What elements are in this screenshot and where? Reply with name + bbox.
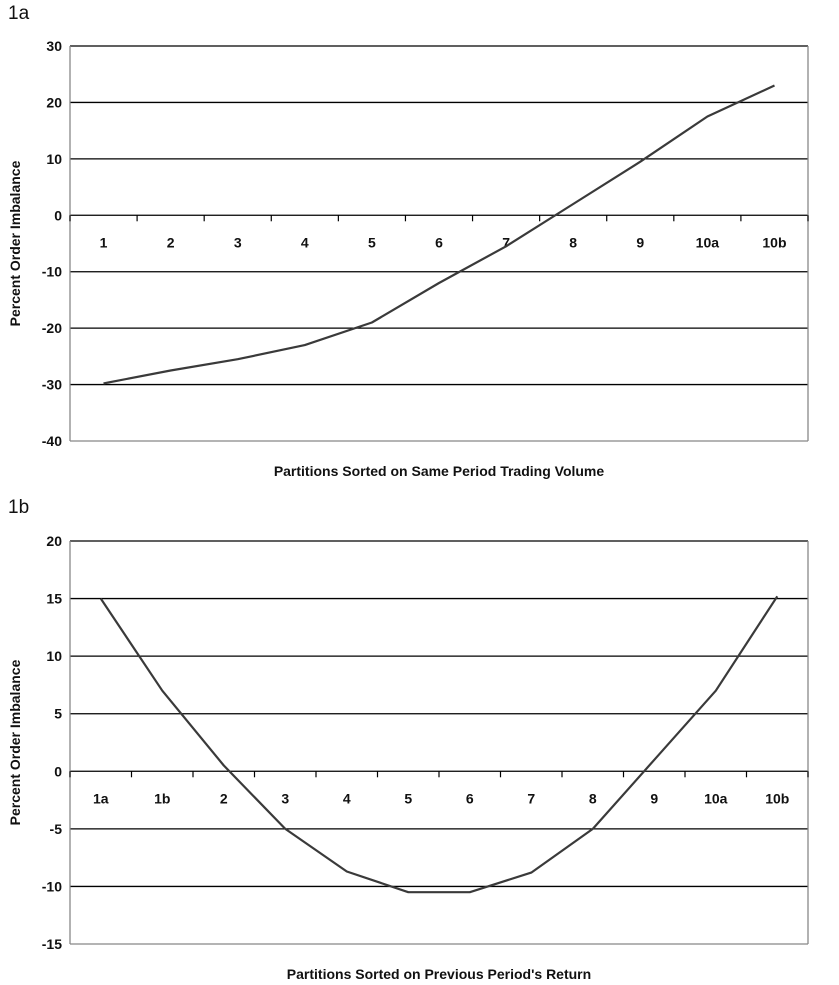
- x-tick-label: 4: [301, 234, 309, 250]
- chart-1a: 30 20 10 0 -10 -20 -30 -40 1 2 3 4 5 6 7 8 9 10a 10b Partit…: [7, 38, 809, 479]
- x-tick-label: 10b: [762, 234, 786, 250]
- x-tick-label: 9: [650, 790, 658, 806]
- x-tick-label: 8: [569, 234, 577, 250]
- y-tick-label: 20: [46, 94, 62, 110]
- y-tick-label: 20: [46, 533, 62, 549]
- y-tick-label: -40: [42, 433, 62, 449]
- y-tick-label: 0: [54, 763, 62, 779]
- x-tick-label: 1a: [93, 790, 109, 806]
- x-tick-label: 6: [466, 790, 474, 806]
- y-tick-label: -10: [42, 264, 62, 280]
- x-tick-label: 8: [589, 790, 597, 806]
- y-tick-label: -5: [50, 821, 63, 837]
- y-tick-label: -15: [42, 936, 62, 952]
- series-line: [103, 84, 775, 385]
- x-tick-label: 1: [100, 234, 108, 250]
- x-tick-label: 3: [234, 234, 242, 250]
- y-tick-label: 0: [54, 207, 62, 223]
- y-axis-title: Percent Order Imbalance: [7, 160, 23, 326]
- y-tick-label: 10: [46, 151, 62, 167]
- x-tick-label: 1b: [154, 790, 170, 806]
- y-tick-label: -20: [42, 320, 62, 336]
- panel-label-1b: 1b: [8, 497, 30, 518]
- y-tick-label: 15: [46, 591, 62, 607]
- x-tick-label: 10a: [704, 790, 728, 806]
- y-axis-title: Percent Order Imbalance: [7, 659, 23, 825]
- x-tick-label: 5: [404, 790, 412, 806]
- x-tick-label: 9: [636, 234, 644, 250]
- series-line: [99, 595, 779, 894]
- x-tick-label: 7: [502, 234, 510, 250]
- x-tick-label: 4: [343, 790, 351, 806]
- x-tick-label: 10a: [696, 234, 720, 250]
- y-tick-label: 30: [46, 38, 62, 54]
- chart-1b: 20 15 10 5 0 -5 -10 -15 1a 1b 2 3 4 5 6 7 8 9 10a 10b Partit…: [7, 533, 809, 982]
- panel-label-1a: 1a: [8, 3, 30, 24]
- y-tick-label: 5: [54, 706, 62, 722]
- y-tick-label: -10: [42, 878, 62, 894]
- x-tick-label: 2: [167, 234, 175, 250]
- x-axis-title: Partitions Sorted on Same Period Trading…: [274, 463, 605, 479]
- y-tick-label: 10: [46, 648, 62, 664]
- y-tick-label: -30: [42, 377, 62, 393]
- x-axis-title: Partitions Sorted on Previous Period's R…: [287, 966, 591, 982]
- x-tick-label: 5: [368, 234, 376, 250]
- x-tick-label: 7: [527, 790, 535, 806]
- x-tick-label: 3: [281, 790, 289, 806]
- x-tick-label: 6: [435, 234, 443, 250]
- x-tick-label: 2: [220, 790, 228, 806]
- x-tick-label: 10b: [765, 790, 789, 806]
